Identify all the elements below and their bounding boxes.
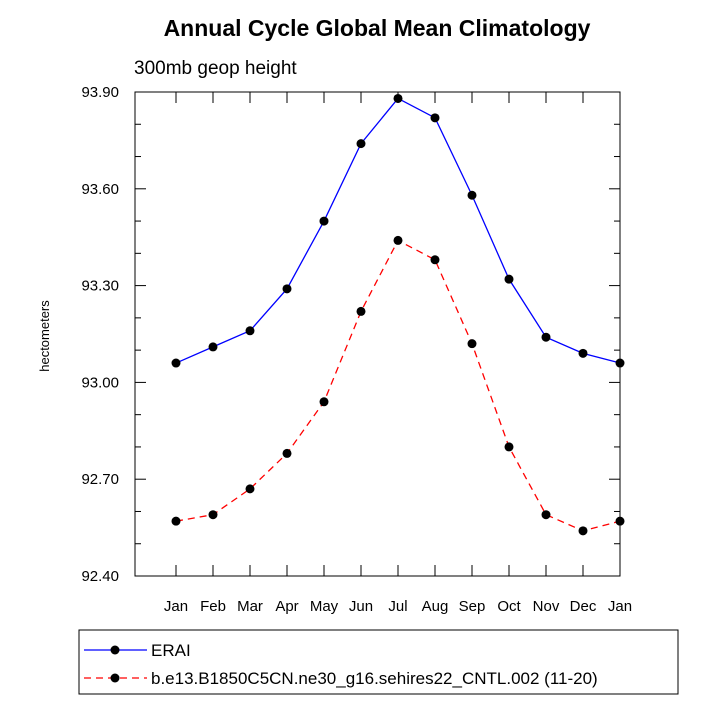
series-2-point (356, 306, 366, 316)
legend-box (78, 629, 679, 695)
y-tick-label: 93.60 (81, 181, 119, 198)
series-2-point (245, 484, 255, 494)
x-tick-label: Dec (570, 598, 597, 615)
series-1-point (467, 190, 477, 200)
series-2-point (578, 526, 588, 536)
x-tick-label: Oct (497, 598, 521, 615)
x-tick-label: Feb (200, 598, 226, 615)
series-2-point (208, 510, 218, 520)
y-tick-label: 92.40 (81, 568, 119, 585)
series-1-point (171, 358, 181, 368)
x-tick-label: Jan (608, 598, 632, 615)
x-tick-label: Aug (422, 598, 449, 615)
legend-label: b.e13.B1850C5CN.ne30_g16.sehires22_CNTL.… (151, 669, 598, 688)
y-tick-label: 93.30 (81, 278, 119, 295)
series-1-point (541, 332, 551, 342)
series-1-point (208, 342, 218, 352)
x-tick-label: Jul (388, 598, 407, 615)
x-tick-labels: Jan Feb Mar Apr May Jun Jul Aug Sep Oct Nov Dec Jan (164, 598, 632, 615)
x-tick-label: Sep (459, 598, 486, 615)
x-tick-label: Apr (275, 598, 298, 615)
x-tick-label: Jan (164, 598, 188, 615)
series-line-2 (175, 239, 621, 532)
y-tick-label: 93.90 (81, 84, 119, 101)
x-tick-label: Nov (533, 598, 560, 615)
series-1-point (578, 348, 588, 358)
legend-label: ERAI (151, 641, 191, 660)
x-tick-label: Jun (349, 598, 373, 615)
series-2-point (171, 516, 181, 526)
series-2-point (319, 397, 329, 407)
series-1-point (504, 274, 514, 284)
x-tick-label: Mar (237, 598, 263, 615)
chart-subtitle: 300mb geop height (134, 58, 297, 79)
series-2-point (504, 442, 514, 452)
y-axis-label: hectometers (37, 300, 52, 372)
series-1-point (430, 113, 440, 123)
series-2-point (282, 448, 292, 458)
chart-title: Annual Cycle Global Mean Climatology (164, 15, 591, 41)
legend-swatch-marker (110, 673, 120, 683)
series-layer (171, 93, 625, 536)
series-1-point (245, 326, 255, 336)
y-tick-label: 93.00 (81, 374, 119, 391)
series-1-point (282, 284, 292, 294)
plot-frame (134, 91, 621, 577)
legend: ERAI b.e13.B1850C5CN.ne30_g16.sehires22_C… (78, 629, 679, 695)
series-1-point (356, 139, 366, 149)
series-2-point (430, 255, 440, 265)
series-line-1 (175, 97, 621, 364)
y-tick-labels: 93.90 93.60 93.30 93.00 92.70 92.40 (81, 84, 119, 585)
series-2-point (467, 339, 477, 349)
series-1-point (393, 93, 403, 103)
series-2-point (393, 235, 403, 245)
y-tick-label: 92.70 (81, 471, 119, 488)
x-tick-label: May (310, 598, 339, 615)
legend-swatch-marker (110, 645, 120, 655)
series-1-point (319, 216, 329, 226)
series-2-point (541, 510, 551, 520)
